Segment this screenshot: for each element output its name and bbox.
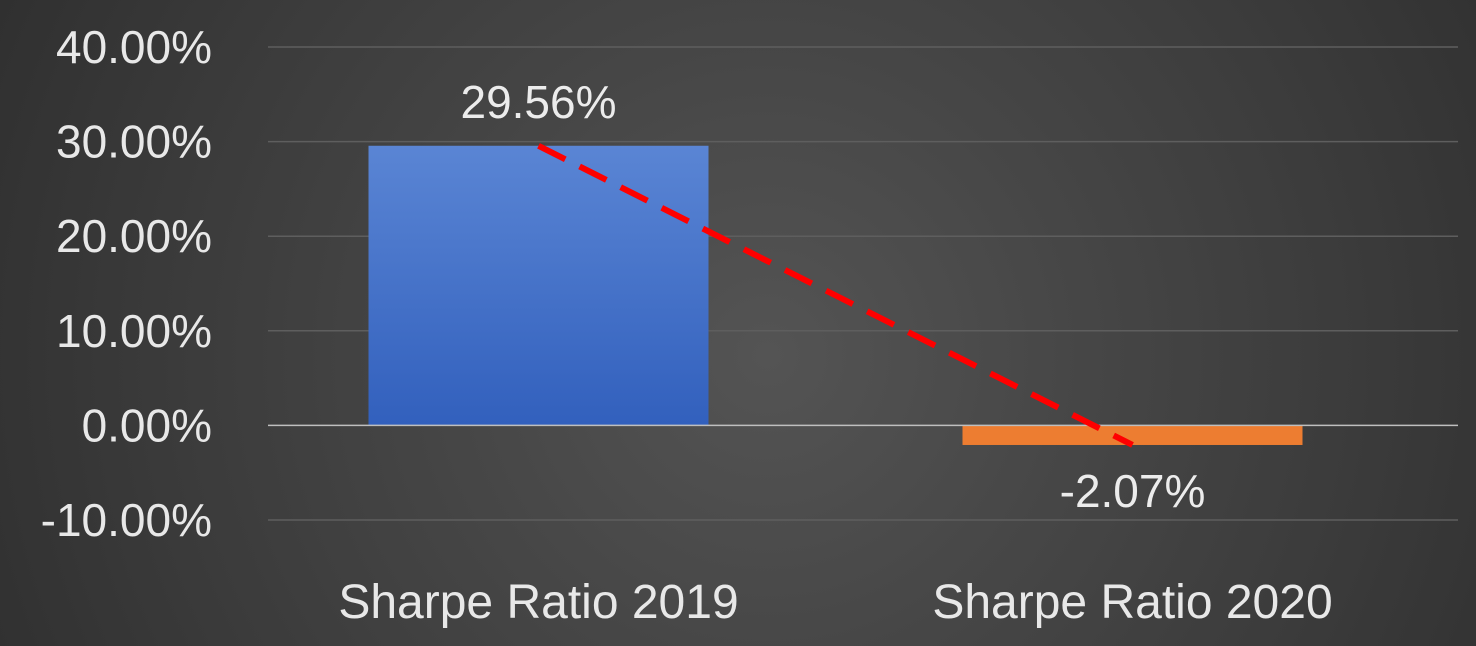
x-axis-category-labels: Sharpe Ratio 2019 Sharpe Ratio 2020	[338, 576, 1332, 629]
bar-1	[368, 145, 709, 426]
y-tick-label: -10.00%	[41, 494, 212, 546]
trend-line-dashed	[537, 143, 1134, 448]
x-category-label: Sharpe Ratio 2019	[338, 576, 738, 629]
y-tick-label: 10.00%	[56, 305, 212, 357]
data-labels: 29.56% -2.07%	[460, 76, 1205, 517]
y-tick-label: 30.00%	[56, 116, 212, 168]
bars	[368, 145, 1303, 445]
bar-2	[962, 425, 1303, 445]
data-label-1: 29.56%	[460, 76, 616, 128]
y-axis-tick-labels: 40.00% 30.00% 20.00% 10.00% 0.00% -10.00%	[41, 21, 212, 546]
y-tick-label: 0.00%	[82, 399, 212, 451]
y-tick-label: 20.00%	[56, 210, 212, 262]
data-label-2: -2.07%	[1060, 465, 1206, 517]
trend-line	[537, 143, 1134, 448]
x-category-label: Sharpe Ratio 2020	[932, 576, 1332, 629]
y-tick-label: 40.00%	[56, 21, 212, 73]
